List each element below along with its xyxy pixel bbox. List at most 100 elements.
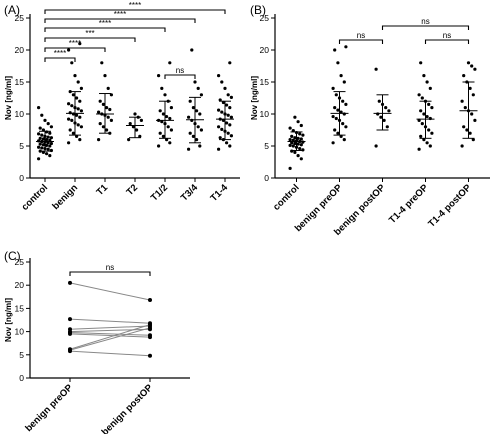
data-point: [68, 280, 72, 285]
y-tick-label: 5: [264, 141, 269, 151]
x-tick-label: T3/4: [179, 182, 201, 204]
data-point: [288, 138, 292, 142]
data-point: [97, 138, 101, 142]
data-point: [341, 99, 345, 103]
panel-label: (B): [250, 3, 266, 17]
y-tick-label: 10: [260, 109, 270, 119]
data-point: [229, 95, 233, 99]
data-point: [374, 144, 378, 148]
data-point: [288, 143, 292, 147]
data-point: [374, 67, 378, 71]
y-tick-label: 25: [260, 13, 270, 23]
data-point: [148, 322, 152, 327]
data-point: [103, 74, 107, 78]
significance-label: ***: [85, 29, 94, 38]
data-point: [226, 93, 230, 97]
data-point: [460, 99, 464, 103]
data-point: [473, 67, 477, 71]
data-point: [100, 61, 104, 65]
x-tick-label: T1-4 postOP: [426, 182, 474, 230]
data-point: [76, 80, 80, 84]
data-point: [226, 113, 230, 117]
data-point: [168, 141, 172, 145]
data-point: [217, 108, 221, 112]
significance-label: ****: [129, 1, 141, 10]
data-point: [428, 86, 432, 90]
y-tick-label: 5: [19, 350, 24, 360]
data-point: [79, 86, 83, 90]
data-point: [68, 349, 72, 354]
paired-line: [69, 325, 151, 330]
paired-line: [69, 350, 151, 357]
data-point: [157, 74, 161, 78]
data-point: [168, 61, 172, 65]
data-point: [342, 138, 346, 142]
data-point: [169, 128, 173, 132]
significance-bracket: [164, 74, 196, 79]
data-point: [70, 61, 74, 65]
data-point: [38, 136, 42, 140]
data-point: [46, 135, 50, 139]
data-point: [67, 141, 71, 145]
panel-0: (A) 0 5 10 15 20 25 Nov [ng/ml] control benign T1 T…: [4, 1, 240, 213]
data-point: [187, 147, 191, 151]
y-tick-label: 10: [15, 109, 25, 119]
data-point: [76, 107, 80, 111]
y-tick-label: 15: [15, 303, 25, 313]
data-point: [101, 125, 105, 129]
paired-line: [69, 324, 151, 350]
data-point: [37, 106, 41, 110]
panel-2: (C) 0 5 10 15 20 25 Nov [ng/ml] benign preOP beni…: [4, 249, 190, 434]
data-point: [49, 136, 54, 140]
data-point: [460, 144, 464, 148]
x-tick-label: benign preOP: [23, 382, 75, 434]
data-point: [420, 96, 424, 100]
data-point: [196, 125, 200, 129]
data-point: [148, 353, 152, 358]
data-point: [198, 144, 202, 148]
data-point: [220, 80, 224, 84]
data-point: [299, 137, 303, 141]
significance-label: ns: [106, 263, 114, 272]
significance-label: ****: [114, 10, 126, 19]
data-point: [45, 143, 49, 147]
data-point: [473, 118, 477, 122]
data-point: [73, 74, 77, 78]
data-point: [40, 133, 44, 137]
significance-bracket: [44, 18, 196, 23]
data-point: [334, 116, 338, 121]
data-point: [161, 134, 165, 138]
data-point: [105, 128, 109, 132]
data-point: [193, 80, 197, 84]
data-point: [70, 104, 74, 108]
data-point: [428, 144, 432, 148]
data-point: [109, 118, 113, 122]
data-point: [46, 122, 50, 126]
data-point: [288, 166, 292, 170]
x-tick-label: T1/2: [149, 182, 170, 203]
data-point: [79, 109, 83, 113]
data-point: [228, 61, 232, 65]
paired-line: [69, 333, 151, 338]
data-point: [226, 131, 230, 135]
data-point: [344, 45, 348, 49]
data-point: [139, 118, 143, 122]
y-tick-label: 25: [15, 13, 25, 23]
significance-label: ****: [54, 49, 66, 58]
y-axis-title: Nov [ng/ml]: [250, 76, 259, 120]
data-point: [299, 123, 303, 128]
data-point: [468, 131, 472, 135]
data-point: [427, 128, 431, 132]
data-point: [296, 142, 300, 146]
data-point: [217, 74, 221, 78]
data-point: [296, 154, 300, 158]
data-point: [48, 154, 52, 158]
data-point: [67, 48, 71, 52]
x-tick-label: benign: [50, 182, 80, 212]
y-tick-label: 0: [19, 173, 24, 183]
data-point: [379, 115, 383, 119]
data-point: [76, 123, 80, 127]
data-point: [417, 147, 421, 151]
